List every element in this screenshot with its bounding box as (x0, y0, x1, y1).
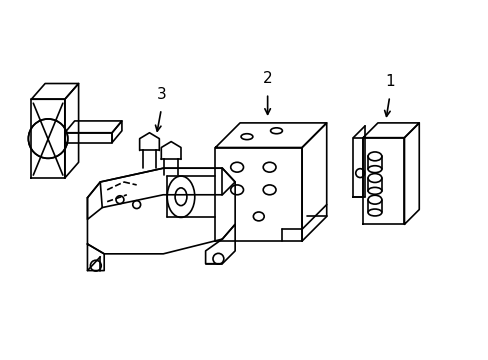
Text: 3: 3 (156, 87, 166, 102)
Text: 1: 1 (384, 75, 394, 89)
Text: 2: 2 (262, 72, 272, 86)
